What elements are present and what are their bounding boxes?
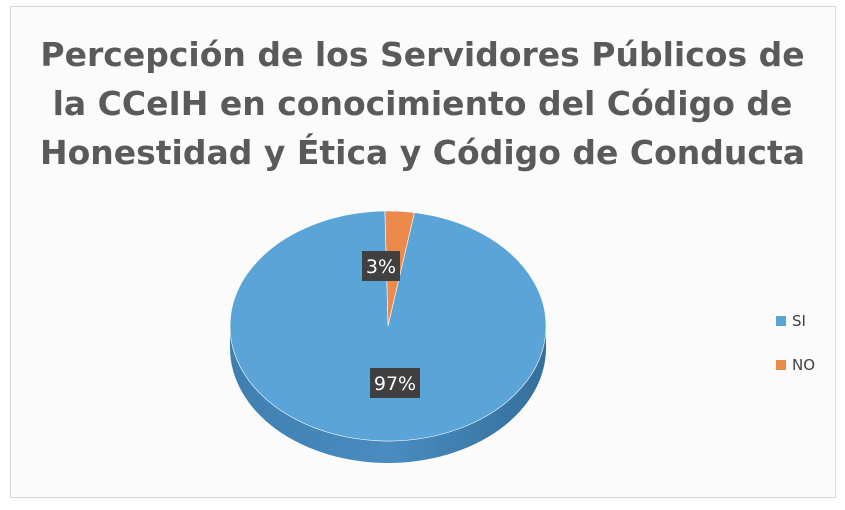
legend-item-si: SI: [776, 312, 815, 330]
legend-swatch-no: [776, 360, 786, 370]
chart-title: Percepción de los Servidores Públicos de…: [0, 30, 845, 177]
data-label-si: 97%: [370, 368, 420, 398]
legend-label-si: SI: [792, 312, 806, 330]
legend-item-no: NO: [776, 356, 815, 374]
data-label-box: [362, 251, 400, 281]
legend-label-no: NO: [792, 356, 816, 374]
data-label-text: 97%: [374, 373, 416, 395]
legend: SI NO: [776, 312, 815, 400]
pie-data-labels: 97% 3%: [362, 251, 420, 398]
pie-slices: [229, 210, 547, 442]
chart-title-line: Honestidad y Ética y Código de Conducta: [39, 133, 806, 172]
legend-swatch-si: [776, 316, 786, 326]
data-label-box: [370, 368, 420, 398]
data-label-no: 3%: [362, 251, 400, 281]
pie-side: [230, 326, 546, 463]
chart-title-line: Percepción de los Servidores Públicos de: [40, 35, 805, 74]
pie-side-rim: [230, 326, 546, 463]
data-label-text: 3%: [366, 256, 396, 278]
chart-title-line: la CCeIH en conocimiento del Código de: [52, 84, 793, 123]
pie-slice-si: [229, 210, 547, 442]
